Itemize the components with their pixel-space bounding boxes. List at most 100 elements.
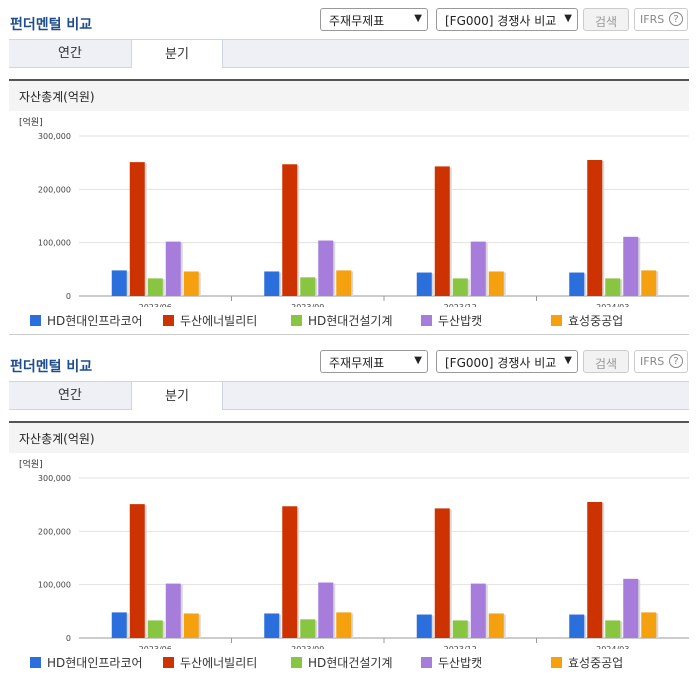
legend-item[interactable]: 효성중공업 [551, 312, 623, 330]
legend-label: 두산밥캣 [438, 314, 483, 328]
panel-title: 펀더멘털 비교 [10, 17, 93, 33]
tab-annual[interactable]: 연간 [58, 388, 82, 403]
legend-item[interactable]: 두산에너빌리티 [163, 312, 257, 330]
legend-item[interactable]: HD현대인프라코어 [30, 654, 143, 672]
x-tick-label: 2024/03 [596, 303, 629, 307]
bar-5-2023-12[interactable] [488, 613, 504, 638]
legend-swatch [421, 657, 432, 668]
bar-1-2023-12[interactable] [416, 272, 432, 296]
y-tick-label: 0 [66, 634, 71, 643]
legend-label: HD현대인프라코어 [47, 314, 143, 328]
legend-item[interactable]: HD현대건설기계 [291, 654, 393, 672]
bar-3-2023-09[interactable] [300, 277, 316, 296]
chevron-down-icon: ▼ [564, 13, 572, 24]
bar-4-2023-09[interactable] [318, 582, 334, 638]
legend-label: 효성중공업 [568, 314, 624, 328]
bar-5-2024-03[interactable] [641, 270, 657, 296]
legend-item[interactable]: 효성중공업 [551, 654, 623, 672]
legend-swatch [291, 315, 302, 326]
legend-item[interactable]: HD현대건설기계 [291, 312, 393, 330]
bar-1-2024-03[interactable] [569, 272, 585, 296]
fundamental-panel-2: 펀더멘털 비교 주재무제표 ▼ [FG000] 경쟁사 비교 ▼ 검색 IFRS… [0, 342, 696, 684]
bar-2-2023-12[interactable] [434, 508, 450, 638]
bar-2-2024-03[interactable] [587, 160, 603, 296]
bar-5-2023-12[interactable] [488, 271, 504, 296]
bar-2-2023-09[interactable] [282, 164, 298, 296]
legend-label: 두산에너빌리티 [180, 656, 258, 670]
bar-1-2023-12[interactable] [416, 614, 432, 638]
legend-item[interactable]: 두산에너빌리티 [163, 654, 257, 672]
bar-2-2024-03[interactable] [587, 502, 603, 638]
y-tick-label: 100,000 [38, 581, 71, 590]
bar-5-2023-06[interactable] [183, 613, 199, 638]
statement-select-value: 주재무제표 [329, 356, 385, 370]
bar-5-2023-06[interactable] [183, 271, 199, 296]
legend-item[interactable]: 두산밥캣 [421, 312, 482, 330]
bar-2-2023-06[interactable] [129, 162, 145, 296]
chart-legend: HD현대인프라코어 두산에너빌리티 HD현대건설기계 두산밥캣 효성중공업 [30, 654, 690, 674]
chevron-down-icon: ▼ [414, 13, 422, 24]
search-button[interactable]: 검색 [583, 350, 629, 373]
y-tick-label: 100,000 [38, 239, 71, 248]
y-tick-label: 200,000 [38, 527, 71, 536]
help-icon: ? [669, 12, 683, 26]
ifrs-button[interactable]: IFRS ? [634, 350, 688, 373]
bar-3-2023-06[interactable] [147, 278, 163, 296]
bar-4-2024-03[interactable] [623, 578, 639, 638]
bar-3-2024-03[interactable] [605, 278, 621, 296]
statement-select[interactable]: 주재무제표 ▼ [320, 350, 428, 373]
peer-select[interactable]: [FG000] 경쟁사 비교 ▼ [436, 350, 578, 373]
legend-swatch [163, 657, 174, 668]
tab-annual[interactable]: 연간 [58, 46, 82, 61]
bar-1-2023-09[interactable] [264, 613, 280, 638]
search-button[interactable]: 검색 [583, 8, 629, 31]
bar-4-2023-06[interactable] [165, 583, 181, 638]
ifrs-label: IFRS [640, 13, 665, 26]
bar-5-2023-09[interactable] [336, 270, 352, 296]
bar-2-2023-09[interactable] [282, 506, 298, 638]
bar-3-2023-12[interactable] [452, 620, 468, 638]
bar-3-2023-06[interactable] [147, 620, 163, 638]
bar-2-2023-06[interactable] [129, 504, 145, 638]
bar-3-2023-12[interactable] [452, 278, 468, 296]
y-tick-label: 300,000 [38, 132, 71, 141]
bar-1-2023-06[interactable] [111, 270, 127, 296]
legend-swatch [163, 315, 174, 326]
bar-2-2023-12[interactable] [434, 166, 450, 296]
legend-label: HD현대건설기계 [308, 314, 393, 328]
legend-swatch [291, 657, 302, 668]
legend-swatch [30, 657, 41, 668]
bar-1-2023-09[interactable] [264, 271, 280, 296]
bar-3-2024-03[interactable] [605, 620, 621, 638]
bar-3-2023-09[interactable] [300, 619, 316, 638]
section-header: 자산총계(억원) [9, 421, 689, 453]
legend-swatch [30, 315, 41, 326]
bar-5-2023-09[interactable] [336, 612, 352, 638]
statement-select[interactable]: 주재무제표 ▼ [320, 8, 428, 31]
legend-swatch [551, 657, 562, 668]
chevron-down-icon: ▼ [564, 355, 572, 366]
bar-5-2024-03[interactable] [641, 612, 657, 638]
ifrs-button[interactable]: IFRS ? [634, 8, 688, 31]
peer-select[interactable]: [FG000] 경쟁사 비교 ▼ [436, 8, 578, 31]
y-tick-label: 0 [66, 292, 71, 301]
tab-quarterly[interactable]: 분기 [131, 381, 223, 410]
bar-4-2023-12[interactable] [470, 583, 486, 638]
bar-4-2024-03[interactable] [623, 236, 639, 296]
legend-label: HD현대인프라코어 [47, 656, 143, 670]
x-tick-label: 2023/09 [291, 303, 324, 307]
bar-4-2023-06[interactable] [165, 241, 181, 296]
section-title: 자산총계(억원) [19, 90, 95, 104]
legend-item[interactable]: HD현대인프라코어 [30, 312, 143, 330]
bar-1-2024-03[interactable] [569, 614, 585, 638]
panel-title: 펀더멘털 비교 [10, 359, 93, 375]
bar-1-2023-06[interactable] [111, 612, 127, 638]
help-icon: ? [669, 354, 683, 368]
chevron-down-icon: ▼ [414, 355, 422, 366]
peer-select-value: [FG000] 경쟁사 비교 [445, 14, 557, 28]
legend-label: 두산에너빌리티 [180, 314, 258, 328]
legend-item[interactable]: 두산밥캣 [421, 654, 482, 672]
bar-4-2023-09[interactable] [318, 240, 334, 296]
tab-quarterly[interactable]: 분기 [131, 39, 223, 68]
bar-4-2023-12[interactable] [470, 241, 486, 296]
